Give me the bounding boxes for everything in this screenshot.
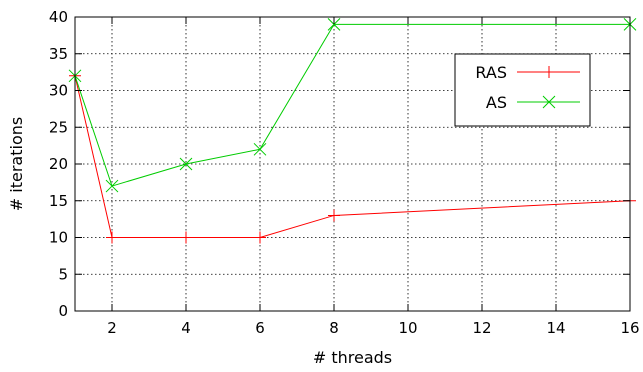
x-tick-label: 12 [472, 319, 491, 337]
series-layer [68, 17, 637, 244]
data-point-marker [180, 231, 192, 244]
series-as [68, 17, 637, 193]
data-point-marker [542, 95, 556, 109]
x-tick-label: 16 [620, 319, 639, 337]
axis-ticks: 0 5 10 15 20 25 30 35 40 2 4 6 8 10 12 14 16 [49, 8, 640, 337]
x-tick-label: 8 [329, 319, 339, 337]
legend-box [454, 53, 591, 127]
series-line-as [74, 23, 630, 187]
data-point-marker [106, 231, 118, 244]
x-tick-label: 10 [398, 319, 417, 337]
x-axis-label: # threads [313, 348, 392, 367]
data-point-marker [543, 66, 555, 78]
y-tick-label: 20 [49, 155, 68, 173]
data-point-marker [254, 231, 266, 244]
grid-lines [75, 17, 630, 311]
y-tick-label: 5 [58, 265, 68, 283]
data-point-marker [328, 209, 340, 222]
legend: RAS AS [454, 53, 591, 127]
y-tick-label: 40 [49, 8, 68, 26]
series-line-ras [74, 75, 631, 238]
x-tick-label: 14 [546, 319, 565, 337]
y-tick-label: 25 [49, 118, 68, 136]
y-tick-label: 0 [58, 302, 68, 320]
x-tick-label: 4 [181, 319, 191, 337]
data-point-marker [327, 17, 341, 31]
x-tick-label: 2 [107, 319, 117, 337]
data-point-marker [253, 142, 267, 156]
y-axis-label: # iterations [7, 117, 26, 211]
data-point-marker [179, 157, 193, 171]
y-tick-label: 30 [49, 82, 68, 100]
legend-label: AS [486, 93, 507, 112]
y-tick-label: 10 [49, 229, 68, 247]
legend-label: RAS [475, 63, 507, 82]
y-tick-label: 35 [49, 45, 68, 63]
x-tick-label: 6 [255, 319, 265, 337]
y-tick-label: 15 [49, 192, 68, 210]
data-point-marker [105, 179, 119, 193]
